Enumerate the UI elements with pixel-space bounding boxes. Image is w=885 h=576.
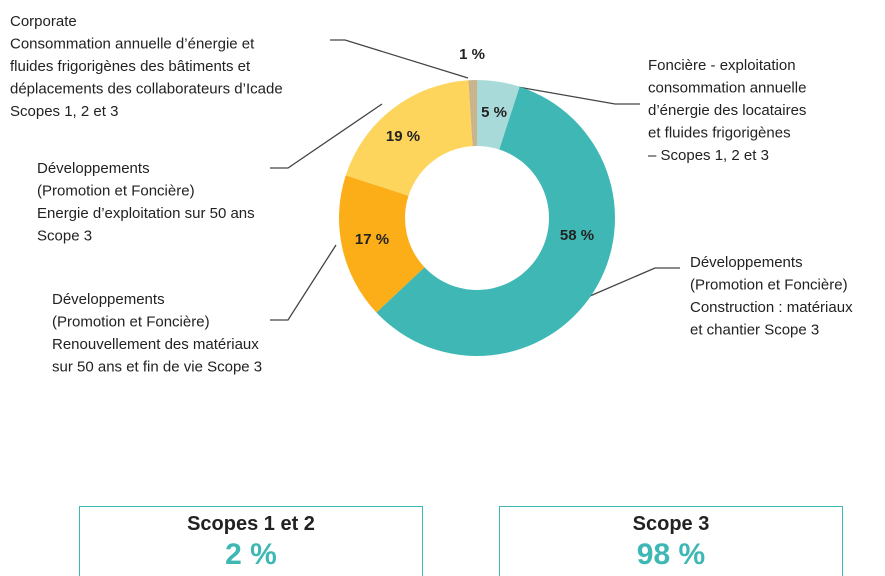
summary-value: 98 % — [636, 538, 706, 571]
leader-line — [589, 267, 680, 297]
value-label: 58 % — [560, 227, 594, 244]
slice-label: consommation annuelle — [648, 79, 806, 96]
slice-label: déplacements des collaborateurs d’Icade — [10, 80, 283, 97]
slice-label: Scope 3 — [37, 227, 92, 244]
slice-label: (Promotion et Foncière) — [37, 182, 195, 199]
slice-label: d’énergie des locataires — [648, 102, 806, 119]
slice-label: Renouvellement des matériaux — [52, 336, 259, 353]
slice-label: Développements — [690, 254, 803, 271]
leader-line — [494, 82, 640, 105]
donut-slice — [468, 80, 477, 147]
donut-slice — [339, 175, 425, 313]
slice-label: Corporate — [10, 13, 77, 30]
slice-label: et chantier Scope 3 — [690, 321, 819, 338]
summary-box: Scope 3 98 % — [499, 506, 843, 576]
slice-label: Développements — [37, 160, 150, 177]
donut-slice — [345, 80, 473, 196]
leader-line — [330, 39, 469, 79]
slice-label: Scopes 1, 2 et 3 — [10, 103, 118, 120]
slice-label: (Promotion et Foncière) — [690, 276, 848, 293]
slice-label: Développements — [52, 291, 165, 308]
leader-line — [270, 244, 337, 321]
summary-title: Scope 3 — [632, 513, 710, 535]
chart: 1 % Corporate Consommation annuelle d’éner… — [10, 13, 853, 376]
value-label: 19 % — [386, 128, 420, 145]
donut-slice — [477, 80, 520, 150]
summary-value: 2 % — [225, 538, 277, 571]
slice-label: Foncière - exploitation — [648, 57, 796, 74]
slice-label: et fluides frigorigènes — [648, 124, 791, 141]
slice-label: sur 50 ans et fin de vie Scope 3 — [52, 358, 262, 375]
leader-line — [270, 103, 383, 169]
slice-label: Consommation annuelle d’énergie et — [10, 35, 255, 52]
slice-label: (Promotion et Foncière) — [52, 313, 210, 330]
value-label: 5 % — [481, 104, 507, 121]
summary-box: Scopes 1 et 2 2 % — [79, 506, 423, 576]
slice-label: fluides frigorigènes des bâtiments et — [10, 58, 251, 75]
slice-label: Energie d’exploitation sur 50 ans — [37, 205, 255, 222]
summary-title: Scopes 1 et 2 — [187, 513, 315, 535]
slice-label: – Scopes 1, 2 et 3 — [648, 147, 769, 164]
slice-label: Construction : matériaux — [690, 299, 853, 316]
donut-slice — [376, 86, 615, 356]
value-label: 17 % — [355, 231, 389, 248]
value-label: 1 % — [459, 46, 485, 63]
